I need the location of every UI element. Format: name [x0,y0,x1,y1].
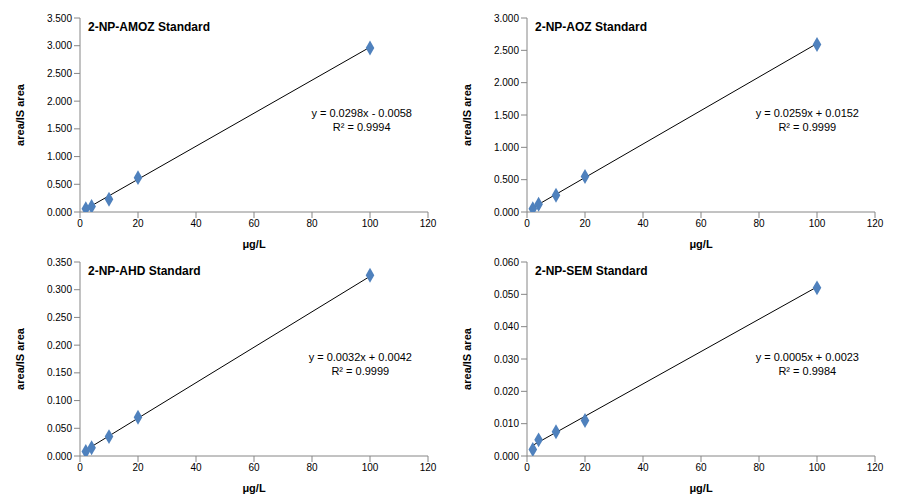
svg-text:area/IS area: area/IS area [14,327,26,390]
svg-text:0.010: 0.010 [494,418,519,429]
svg-text:20: 20 [579,218,591,229]
svg-text:μg/L: μg/L [242,238,266,250]
svg-text:0.060: 0.060 [494,257,519,268]
svg-text:20: 20 [132,218,144,229]
svg-text:0.020: 0.020 [494,386,519,397]
svg-text:0.000: 0.000 [47,451,72,462]
svg-text:0.250: 0.250 [47,312,72,323]
html-text:2-NP-SEM Standard: 2-NP-SEM Standard [535,264,648,278]
svg-text:100: 100 [362,462,379,473]
svg-text:0.000: 0.000 [494,207,519,218]
svg-text:0.100: 0.100 [47,395,72,406]
svg-text:0.150: 0.150 [47,367,72,378]
svg-text:μg/L: μg/L [689,482,713,494]
svg-text:0.040: 0.040 [494,321,519,332]
svg-text:2.000: 2.000 [494,77,519,88]
svg-text:0: 0 [524,218,530,229]
svg-text:1.000: 1.000 [494,142,519,153]
svg-text:0.050: 0.050 [47,423,72,434]
svg-text:60: 60 [248,462,260,473]
svg-text:1.500: 1.500 [494,110,519,121]
svg-text:2.500: 2.500 [494,45,519,56]
html-text:y = 0.0259x + 0.0152: y = 0.0259x + 0.0152 [755,107,859,119]
svg-text:100: 100 [809,218,826,229]
svg-text:60: 60 [695,218,707,229]
html-text:2-NP-AOZ Standard: 2-NP-AOZ Standard [535,20,647,34]
svg-text:0: 0 [77,462,83,473]
svg-text:μg/L: μg/L [242,482,266,494]
html-text:y = 0.0298x - 0.0058: y = 0.0298x - 0.0058 [311,107,412,119]
svg-text:0.050: 0.050 [494,289,519,300]
svg-text:0: 0 [77,218,83,229]
svg-text:μg/L: μg/L [689,238,713,250]
svg-text:80: 80 [306,218,318,229]
html-text:2-NP-AHD Standard: 2-NP-AHD Standard [88,264,201,278]
svg-text:2.000: 2.000 [47,96,72,107]
svg-text:120: 120 [867,462,884,473]
svg-text:40: 40 [190,218,202,229]
html-text:R² = 0.9999: R² = 0.9999 [331,365,390,377]
html-text:y = 0.0005x + 0.0023: y = 0.0005x + 0.0023 [755,351,859,363]
svg-text:100: 100 [809,462,826,473]
html-text:R² = 0.9999: R² = 0.9999 [778,121,837,133]
svg-text:area/IS area: area/IS area [14,83,26,146]
svg-text:1.500: 1.500 [47,123,72,134]
svg-text:40: 40 [637,218,649,229]
svg-text:0.200: 0.200 [47,340,72,351]
svg-text:40: 40 [637,462,649,473]
svg-text:80: 80 [753,218,765,229]
svg-text:120: 120 [420,462,437,473]
html-text:y = 0.0032x + 0.0042: y = 0.0032x + 0.0042 [308,351,412,363]
svg-text:20: 20 [132,462,144,473]
svg-text:0.300: 0.300 [47,284,72,295]
svg-text:80: 80 [753,462,765,473]
svg-text:area/IS area: area/IS area [461,83,473,146]
html-text:R² = 0.9994: R² = 0.9994 [332,121,391,133]
svg-text:40: 40 [190,462,202,473]
svg-text:1.000: 1.000 [47,151,72,162]
svg-text:20: 20 [579,462,591,473]
svg-text:0.500: 0.500 [47,179,72,190]
svg-text:0: 0 [524,462,530,473]
svg-text:0.000: 0.000 [47,207,72,218]
svg-text:80: 80 [306,462,318,473]
svg-text:60: 60 [248,218,260,229]
svg-text:120: 120 [420,218,437,229]
html-text:2-NP-AMOZ Standard: 2-NP-AMOZ Standard [88,20,210,34]
html-text:R² = 0.9984: R² = 0.9984 [778,365,837,377]
svg-text:area/IS area: area/IS area [461,327,473,390]
svg-text:3.500: 3.500 [47,13,72,24]
svg-text:0.500: 0.500 [494,174,519,185]
svg-text:2.500: 2.500 [47,68,72,79]
svg-text:0.000: 0.000 [494,451,519,462]
svg-text:0.350: 0.350 [47,257,72,268]
svg-text:120: 120 [867,218,884,229]
svg-text:3.000: 3.000 [494,13,519,24]
svg-text:60: 60 [695,462,707,473]
svg-text:100: 100 [362,218,379,229]
svg-text:0.030: 0.030 [494,354,519,365]
svg-text:3.000: 3.000 [47,40,72,51]
